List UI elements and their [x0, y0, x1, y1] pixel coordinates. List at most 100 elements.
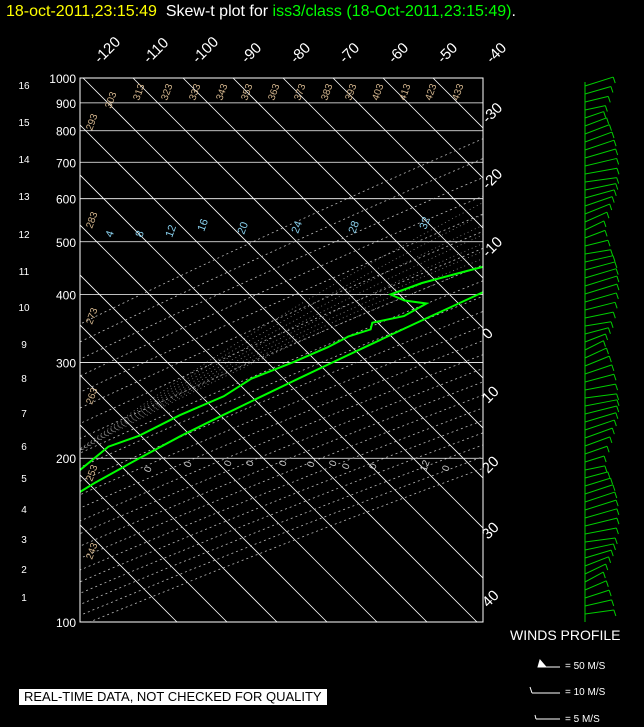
- wind-barb-tick: [616, 399, 620, 406]
- isotherm-value-label: 0: [305, 460, 317, 469]
- wind-barb: [584, 167, 618, 175]
- isotherm-value-label: 0: [222, 459, 234, 468]
- wind-barb: [584, 508, 618, 519]
- wind-barb: [584, 393, 617, 399]
- dry-adiabat-label: 313: [131, 82, 147, 102]
- pressure-tick-label: 1000: [49, 72, 76, 86]
- plot-frame: [79, 77, 484, 623]
- wind-barb: [584, 275, 618, 287]
- dry-adiabat-label: 283: [84, 210, 100, 230]
- temperature-tick-label: 20: [479, 453, 503, 477]
- dry-adiabat-label: 323: [159, 82, 175, 102]
- wind-barb: [584, 364, 612, 375]
- wind-barb-tick: [610, 86, 614, 93]
- dry-adiabat-label: 413: [397, 82, 413, 102]
- wind-barb-tick: [606, 446, 610, 453]
- height-tick-label: 13: [18, 192, 30, 203]
- wind-barb: [584, 445, 608, 455]
- isotherm-line: [232, 78, 483, 329]
- wind-barb: [584, 527, 617, 535]
- wind-barb-tick: [605, 563, 609, 571]
- wind-barb: [584, 117, 607, 127]
- temperature-tick-label: -90: [238, 39, 265, 66]
- dry-adiabat-label: 263: [84, 386, 100, 406]
- isotherm-value-label: 0: [142, 465, 154, 474]
- isotherm-line: [80, 174, 483, 579]
- wind-barb-tick: [615, 412, 619, 419]
- temperature-tick-label: -80: [287, 39, 314, 66]
- wind-barb-tick: [613, 419, 617, 427]
- wind-barb-tick: [612, 76, 616, 84]
- wind-barb-tick: [612, 255, 616, 262]
- wind-barb-tick: [605, 580, 609, 587]
- dry-adiabat-line: [80, 444, 483, 605]
- wind-barb-tick: [611, 364, 615, 372]
- wind-barb: [584, 301, 616, 311]
- dry-adiabat-label: 373: [292, 82, 308, 102]
- height-tick-label: 4: [21, 505, 27, 516]
- wind-barb: [584, 157, 617, 167]
- wind-barb: [584, 327, 609, 335]
- wind-barb-tick: [608, 556, 612, 563]
- wind-barb-tick: [616, 393, 620, 401]
- wind-barb: [584, 111, 604, 119]
- wind-barb: [584, 189, 615, 199]
- wind-barb-tick: [615, 527, 619, 535]
- dry-adiabat-line: [80, 138, 483, 325]
- wind-barb: [584, 580, 607, 591]
- wind-barb: [584, 355, 610, 367]
- wind-barb-tick: [611, 131, 615, 139]
- wind-barb-tick: [615, 148, 619, 156]
- wind-barb-tick: [616, 275, 620, 283]
- wind-barb: [584, 333, 606, 343]
- isotherm-line: [80, 224, 478, 622]
- temperature-tick-label: -40: [483, 39, 510, 66]
- wind-barb-tick: [614, 302, 618, 309]
- wind-barb: [584, 124, 610, 135]
- height-tick-label: 6: [21, 442, 27, 453]
- wind-barb-tick: [610, 477, 614, 485]
- wind-barb: [584, 268, 617, 279]
- isotherm-line: [332, 78, 483, 229]
- wind-barb: [584, 283, 618, 295]
- wind-barb: [584, 148, 616, 159]
- wind-barb-tick: [604, 105, 608, 112]
- wind-barb-tick: [607, 96, 611, 103]
- height-tick-label: 5: [21, 474, 27, 485]
- mixing-ratio-label: 16: [196, 217, 211, 233]
- wind-barb: [584, 405, 617, 415]
- temperature-tick-label: 10: [479, 383, 503, 407]
- wind-barb-tick: [603, 455, 607, 463]
- temperature-tick-label: -60: [385, 39, 412, 66]
- isotherm-value-label: 0: [340, 462, 352, 471]
- isotherm-line: [482, 78, 483, 79]
- wind-barb: [584, 347, 607, 359]
- dry-adiabat-label: 393: [343, 82, 359, 102]
- mixing-ratio-label: 12: [164, 223, 179, 239]
- wind-barb-tick: [614, 537, 618, 545]
- wind-barb: [584, 211, 608, 223]
- pressure-tick-label: 600: [56, 193, 76, 207]
- isotherm-value-label: 0: [367, 462, 379, 471]
- wind-barb: [584, 571, 604, 583]
- chart-title: 18-oct-2011,23:15:49 Skew-t plot for iss…: [6, 3, 516, 21]
- pressure-tick-label: 800: [56, 125, 76, 139]
- dry-adiabat-line: [80, 264, 483, 439]
- pressure-tick-label: 400: [56, 288, 76, 302]
- temperature-tick-label: 30: [479, 519, 503, 543]
- height-tick-label: 14: [18, 155, 30, 166]
- dry-adiabat-line: [80, 295, 483, 468]
- isotherm-line: [132, 78, 483, 429]
- temperature-tick-label: 0: [479, 325, 497, 343]
- moist-adiabat-line: [80, 202, 483, 450]
- wind-barb: [584, 537, 616, 543]
- wind-barb-tick: [603, 220, 607, 228]
- wind-barb-tick: [616, 283, 620, 291]
- wind-legend-5-icon: [534, 714, 560, 720]
- wind-legend-10-icon: [529, 686, 560, 694]
- wind-barb: [584, 373, 615, 383]
- dry-adiabat-label: 353: [239, 82, 255, 102]
- wind-barb-tick: [615, 183, 619, 190]
- wind-barb-tick: [616, 177, 620, 184]
- wind-barb-tick: [602, 571, 606, 579]
